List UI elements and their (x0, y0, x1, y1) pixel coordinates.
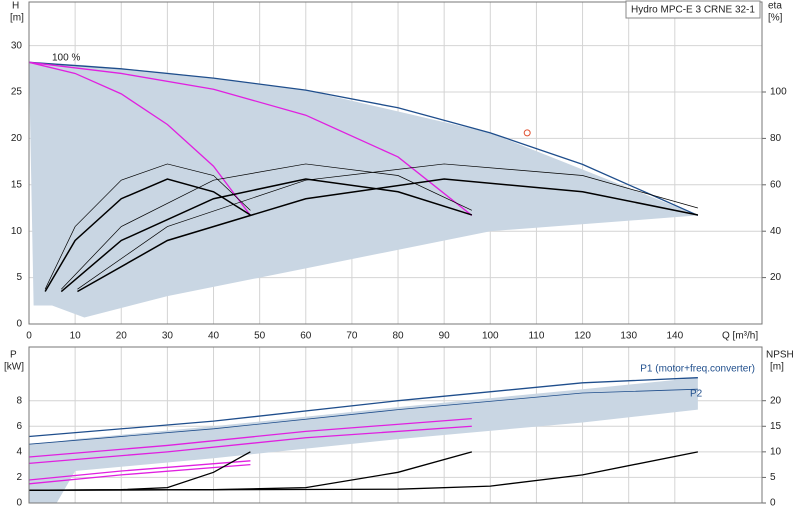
x-tick-label: 120 (574, 331, 591, 342)
series-line (60, 178, 473, 293)
y2-tick-label: 40 (770, 226, 782, 237)
plot-border (28, 346, 763, 504)
x-tick-label: 20 (116, 331, 128, 342)
y-tick-label: 2 (16, 472, 22, 483)
x-tick-label: 60 (300, 331, 312, 342)
series-line (28, 61, 473, 216)
y2-tick-label: 100 (770, 87, 787, 98)
y2-tick-label: 60 (770, 179, 782, 190)
y-tick-label: 25 (11, 87, 23, 98)
plot-border (28, 1, 763, 325)
x-tick-label: 110 (528, 331, 544, 342)
series-line (28, 61, 251, 216)
y-tick-label: 0 (16, 498, 22, 509)
x-tick-label: 140 (666, 331, 683, 342)
y-tick-label: 5 (16, 272, 22, 283)
y2-tick-label: 15 (770, 421, 782, 432)
series-line (28, 425, 472, 465)
series-line (77, 163, 698, 290)
series-line (28, 388, 698, 445)
series-label: P2 (690, 389, 703, 400)
x-tick-label: 50 (254, 331, 266, 342)
series-line (28, 460, 251, 481)
series-line (44, 178, 251, 292)
y2-tick-label: 10 (770, 446, 782, 457)
range-area (29, 377, 698, 503)
y-tick-label: 0 (16, 319, 22, 330)
x-tick-label: 40 (208, 331, 220, 342)
series-label: P1 (motor+freq.converter) (640, 364, 755, 375)
y2-tick-label: 5 (770, 472, 776, 483)
y-tick-label: 8 (16, 395, 22, 406)
x-tick-label: 10 (70, 331, 82, 342)
y2-label: eta (768, 1, 782, 12)
y-tick-label: 15 (11, 179, 23, 190)
y-tick-label: 6 (16, 421, 22, 432)
series-line (28, 61, 699, 217)
series-line (28, 417, 472, 458)
y-tick-label: 10 (11, 226, 23, 237)
y2-tick-label: 20 (770, 272, 782, 283)
y-label: P (10, 350, 17, 361)
x-tick-label: 90 (439, 331, 451, 342)
y-tick-label: 30 (11, 40, 23, 51)
y2-tick-label: 0 (770, 498, 776, 509)
y-unit: [kW] (4, 362, 24, 373)
y-label: H (12, 1, 19, 12)
title-box (625, 0, 761, 19)
series-line (28, 377, 698, 438)
series-line (77, 178, 699, 293)
y2-tick-label: 20 (770, 395, 782, 406)
y2-label: NPSH (766, 350, 794, 361)
x-tick-label: 130 (620, 331, 637, 342)
annotation: 100 % (52, 53, 80, 64)
series-line (61, 163, 472, 290)
duty-point (523, 129, 531, 137)
series-line (28, 463, 251, 485)
y-unit: [m] (10, 13, 24, 24)
plots: 0 10 20 30 40 50 60 70 80 90 100 110 120 130 140051015… (11, 1, 787, 509)
y2-unit: [%] (768, 13, 783, 24)
x-tick-label: 100 (482, 331, 499, 342)
y-tick-label: 20 (11, 133, 23, 144)
x-tick-label: 70 (346, 331, 358, 342)
x-tick-label: 30 (162, 331, 174, 342)
series-line (28, 451, 699, 491)
chart-title: Hydro MPC-E 3 CRNE 32-1 (631, 5, 755, 16)
y2-unit: [m] (770, 362, 784, 373)
x-label: Q [m³/h] (722, 331, 758, 342)
y-tick-label: 4 (16, 446, 22, 457)
y2-tick-label: 80 (770, 133, 782, 144)
x-tick-label: 80 (392, 331, 404, 342)
series-line (44, 163, 251, 290)
x-tick-label: 0 (26, 331, 32, 342)
